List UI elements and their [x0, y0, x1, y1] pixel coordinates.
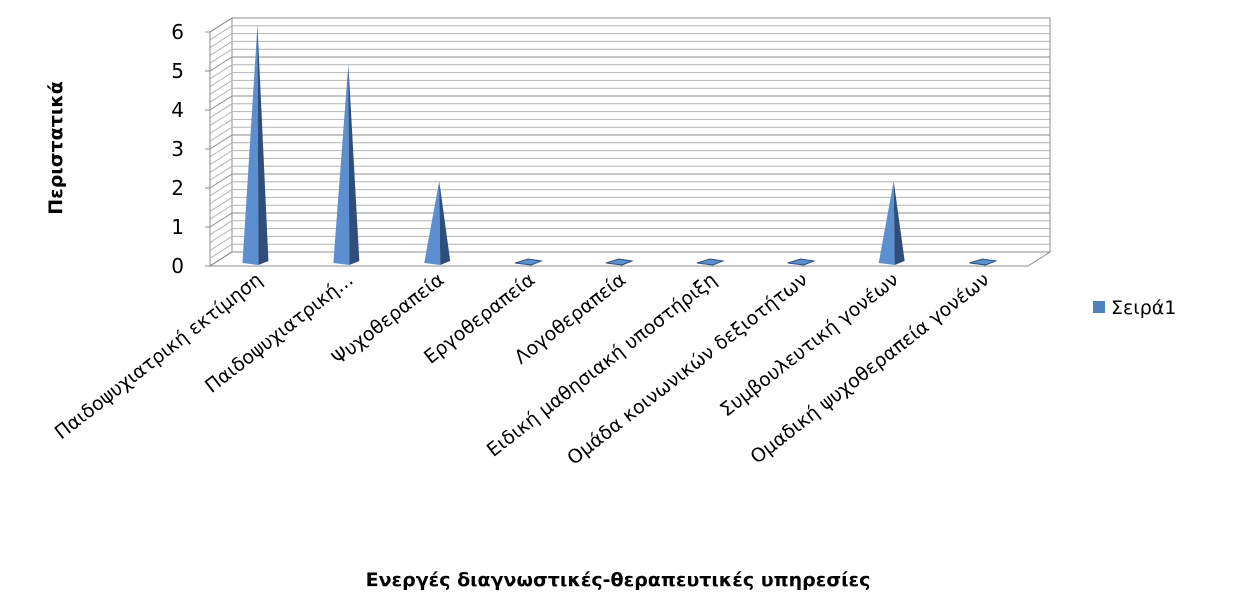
bar — [514, 258, 543, 266]
bar-face-left — [242, 25, 259, 265]
bar-face-left — [333, 64, 350, 265]
minor-gridline — [209, 220, 1050, 236]
bar-base-flat — [514, 258, 543, 266]
bar-base-flat — [787, 258, 816, 266]
major-gridline — [209, 212, 1050, 228]
bar — [878, 181, 905, 265]
y-tick-label: 6 — [171, 20, 184, 44]
bar-face-right — [439, 181, 451, 265]
minor-gridline — [209, 228, 1050, 244]
x-category-label: Παιδοψυχιατρική... — [201, 269, 357, 398]
bar-face-left — [424, 181, 441, 265]
bar-base-flat — [605, 258, 634, 266]
bar-face-right — [257, 25, 269, 265]
x-category-label: Συμβουλευτική γονέων — [716, 269, 903, 422]
minor-gridline — [209, 33, 1050, 49]
bar — [605, 258, 634, 266]
minor-gridline — [209, 142, 1050, 158]
y-tick-label: 2 — [171, 176, 184, 200]
bar — [787, 258, 816, 266]
bar — [696, 258, 725, 266]
major-gridline — [209, 56, 1050, 72]
minor-gridline — [209, 87, 1050, 103]
bars — [242, 25, 998, 266]
minor-gridline — [209, 235, 1050, 251]
y-tick-label: 5 — [171, 59, 184, 83]
y-tick-label: 4 — [171, 98, 184, 122]
y-axis-ticks: 0 1 2 3 4 5 6 — [171, 20, 211, 278]
major-gridline — [209, 173, 1050, 189]
minor-gridline — [209, 181, 1050, 197]
minor-gridline — [209, 189, 1050, 205]
minor-gridline — [209, 64, 1050, 80]
major-gridline — [209, 95, 1050, 111]
minor-gridline — [209, 150, 1050, 166]
y-tick-label: 0 — [171, 254, 184, 278]
y-axis-title: Περιστατικά — [45, 81, 67, 215]
minor-gridline — [209, 157, 1050, 173]
minor-gridline — [209, 243, 1050, 259]
major-gridline — [209, 251, 1050, 267]
minor-gridline — [209, 72, 1050, 88]
bar-face-right — [893, 181, 905, 265]
minor-gridline — [209, 48, 1050, 64]
x-axis-title: Ενεργές διαγνωστικές-θεραπευτικές υπηρεσ… — [366, 569, 871, 591]
legend-swatch — [1093, 301, 1105, 313]
minor-gridline — [209, 40, 1050, 56]
bar — [333, 64, 360, 265]
legend: Σειρά1 — [1093, 297, 1176, 319]
legend-label: Σειρά1 — [1111, 297, 1176, 319]
bar-base-flat — [969, 258, 998, 266]
y-tick-label: 3 — [171, 137, 184, 161]
minor-gridline — [209, 165, 1050, 181]
bar-face-right — [348, 64, 360, 265]
major-gridline — [209, 17, 1050, 33]
y-tick-label: 1 — [171, 215, 184, 239]
bar — [969, 258, 998, 266]
minor-gridline — [209, 25, 1050, 41]
x-axis-categories: Παιδοψυχιατρική εκτίμησηΠαιδοψυχιατρική.… — [51, 269, 994, 470]
minor-gridline — [209, 204, 1050, 220]
bar — [242, 25, 269, 265]
minor-gridline — [209, 103, 1050, 119]
minor-gridline — [209, 118, 1050, 134]
minor-gridline — [209, 79, 1050, 95]
minor-gridline — [209, 126, 1050, 142]
bar — [424, 181, 451, 265]
bar-face-left — [878, 181, 895, 265]
minor-gridline — [209, 196, 1050, 212]
bar-base-flat — [696, 258, 725, 266]
gridlines — [209, 17, 1050, 267]
major-gridline — [209, 134, 1050, 150]
minor-gridline — [209, 111, 1050, 127]
